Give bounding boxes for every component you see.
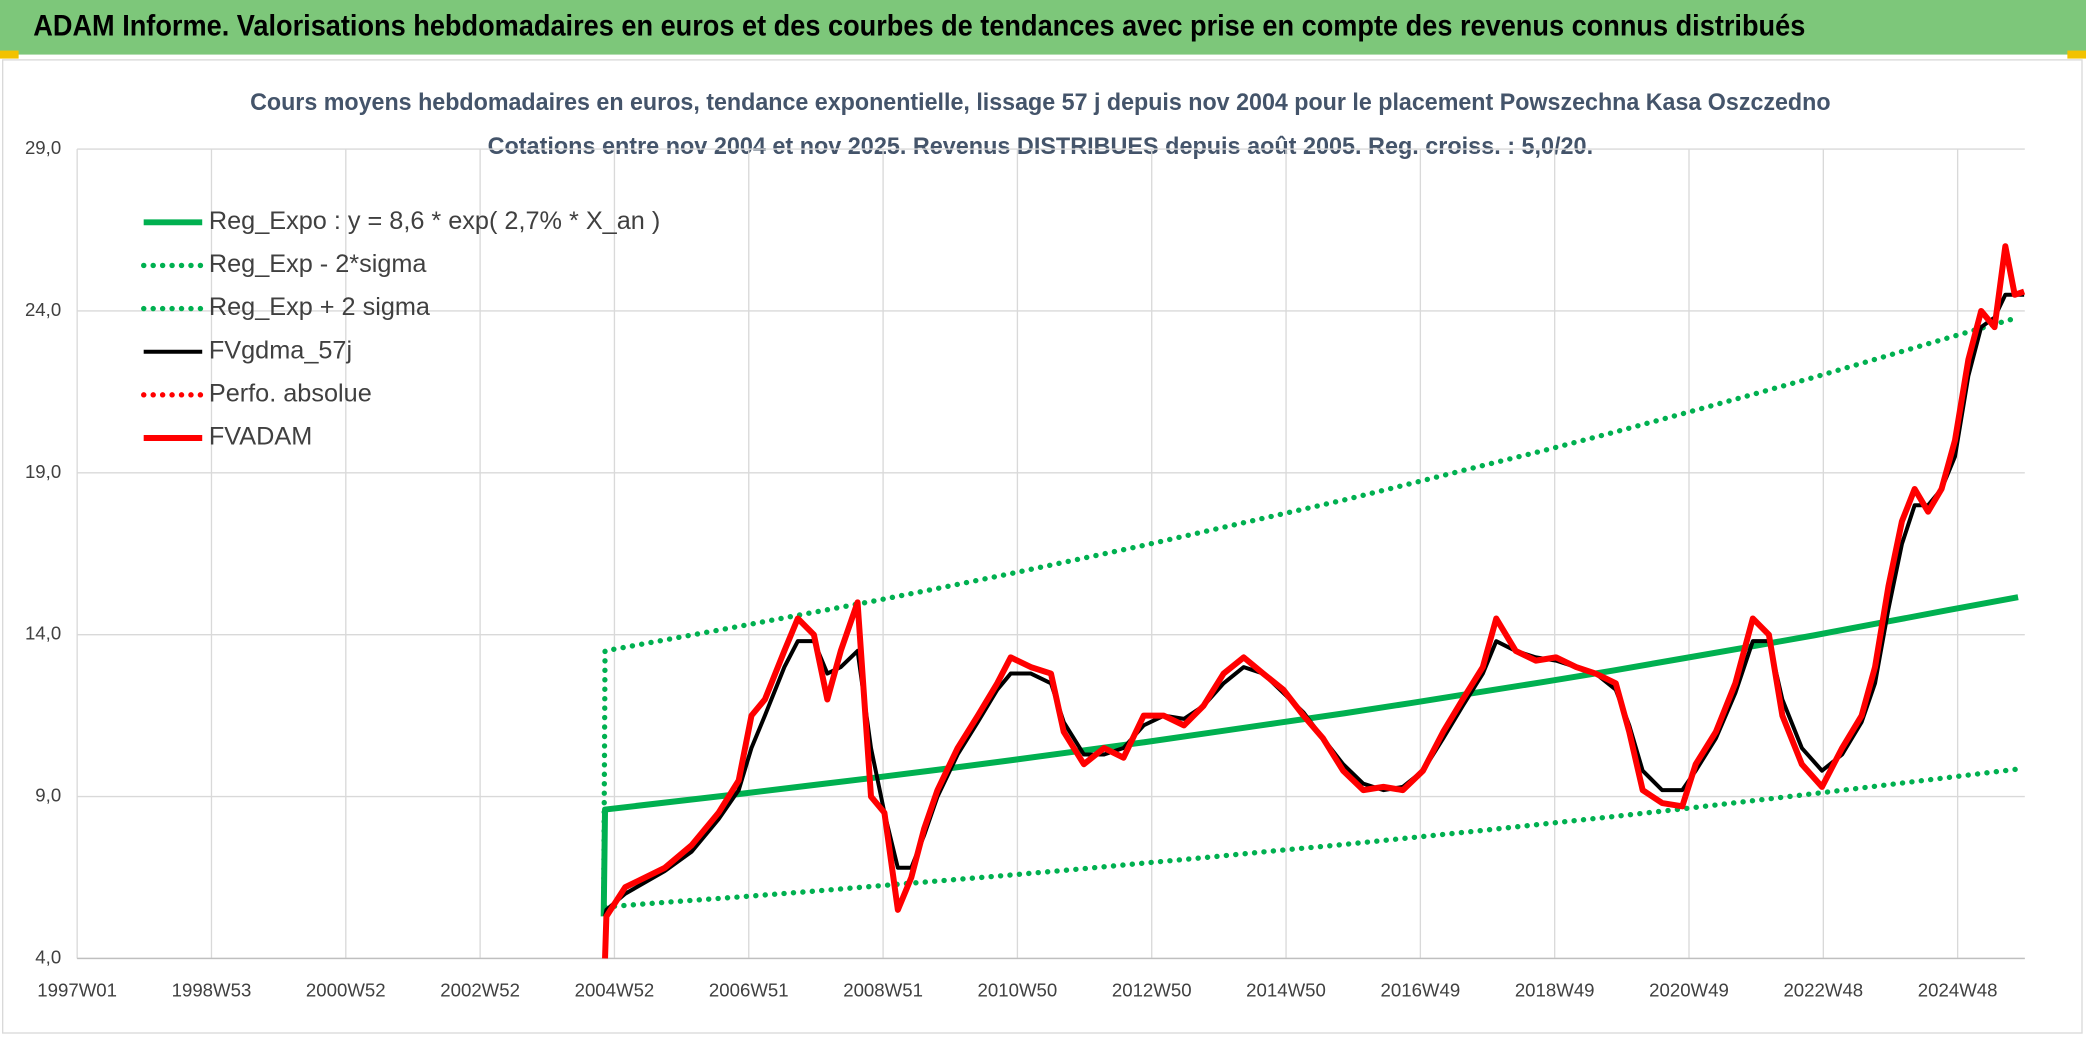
y-tick-label: 29,0 xyxy=(25,137,61,158)
chart-frame xyxy=(1,59,2083,1034)
legend-label: FVADAM xyxy=(209,423,312,451)
corner xyxy=(0,50,19,59)
legend-label: Perfo. absolue xyxy=(209,379,372,407)
series-line xyxy=(602,766,2021,910)
series-line xyxy=(603,292,2025,917)
x-tick-label: 2004W52 xyxy=(575,980,655,1001)
y-tick-label: 4,0 xyxy=(35,946,61,967)
x-tick-label: 2014W50 xyxy=(1246,980,1326,1001)
x-tick-label: 2012W50 xyxy=(1112,980,1192,1001)
x-tick-label: 2002W52 xyxy=(440,980,520,1001)
x-tick-label: 2018W49 xyxy=(1515,980,1595,1001)
corner xyxy=(2067,50,2086,59)
x-tick-label: 2006W51 xyxy=(709,980,789,1001)
y-tick-label: 9,0 xyxy=(35,785,61,806)
x-tick-label: 2024W48 xyxy=(1918,980,1998,1001)
x-tick-label: 2010W50 xyxy=(978,980,1058,1001)
x-tick-label: 2008W51 xyxy=(843,980,923,1001)
x-tick-label: 1998W53 xyxy=(172,980,252,1001)
chart-subtitle: Cotations entre nov 2004 et nov 2025. Re… xyxy=(488,133,1594,160)
x-tick-label: 2022W48 xyxy=(1783,980,1863,1001)
x-tick-label: 2016W49 xyxy=(1381,980,1461,1001)
x-tick-label: 1997W01 xyxy=(37,980,117,1001)
y-tick-label: 24,0 xyxy=(25,299,61,320)
header-bar xyxy=(0,0,2086,55)
legend-label: Reg_Exp - 2*sigma xyxy=(209,250,428,278)
chart-title: Cours moyens hebdomadaires en euros, ten… xyxy=(250,89,1830,116)
x-tick-label: 2020W49 xyxy=(1649,980,1729,1001)
y-tick-label: 19,0 xyxy=(25,461,61,482)
legend-label: Reg_Exp + 2 sigma xyxy=(209,293,431,321)
legend-label: FVgdma_57j xyxy=(209,336,352,364)
y-tick-label: 14,0 xyxy=(25,623,61,644)
page-title: ADAM Informe. Valorisations hebdomadaire… xyxy=(33,11,1805,43)
x-tick-label: 2000W52 xyxy=(306,980,386,1001)
series-line xyxy=(602,243,2026,959)
legend-label: Reg_Expo : y = 8,6 * exp( 2,7% * X_an ) xyxy=(209,207,660,235)
